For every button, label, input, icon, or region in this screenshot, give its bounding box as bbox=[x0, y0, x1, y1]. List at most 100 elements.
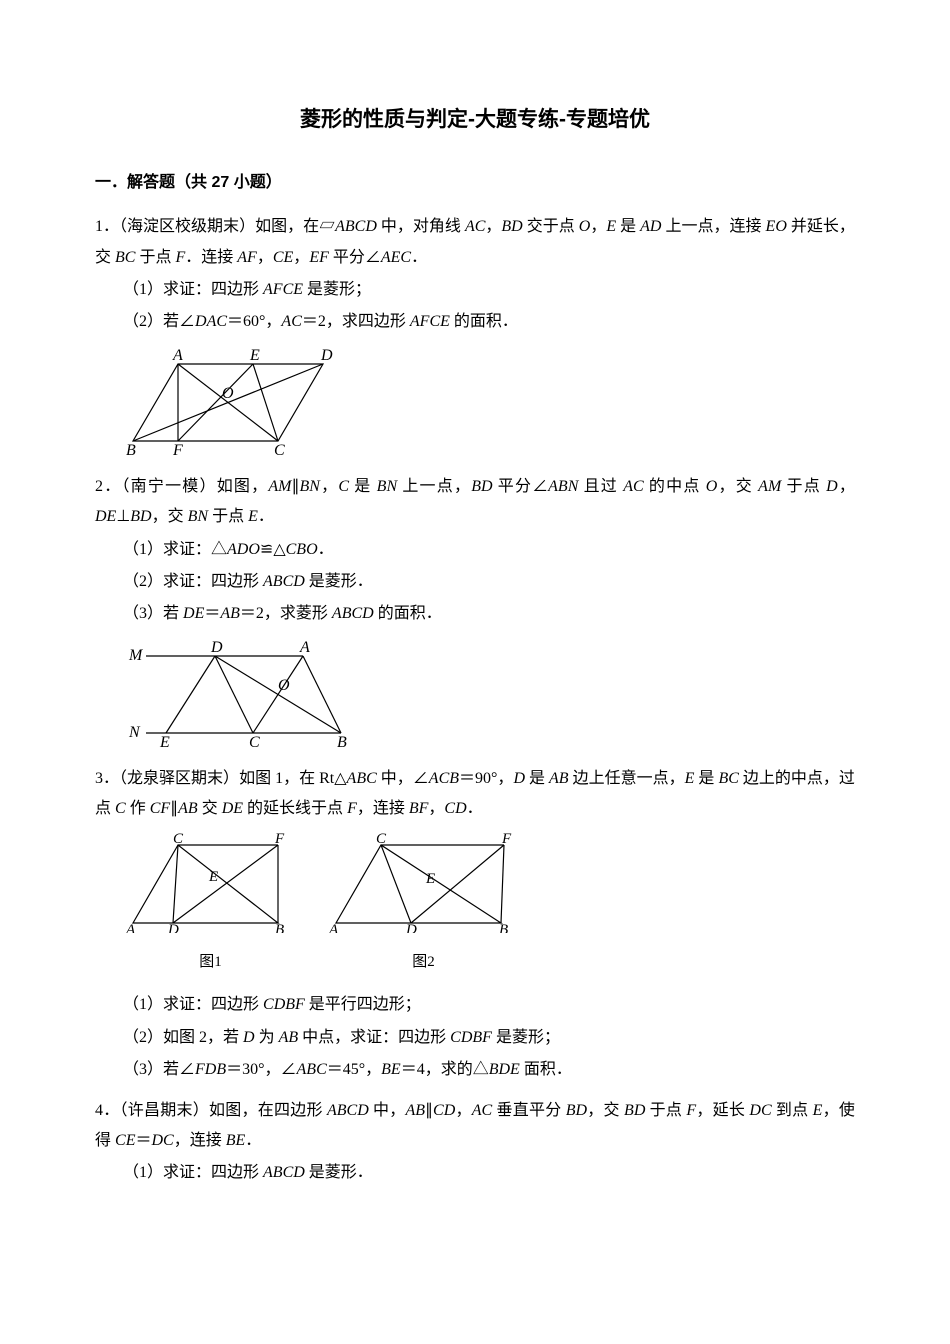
var: DE bbox=[222, 800, 243, 817]
svg-text:A: A bbox=[125, 922, 136, 933]
problem-number: 1． bbox=[95, 218, 119, 235]
t: ，连接 bbox=[357, 800, 409, 817]
t: 于点 bbox=[645, 1102, 686, 1119]
var: BD bbox=[501, 218, 522, 235]
problem-number: 4． bbox=[95, 1102, 120, 1119]
svg-text:B: B bbox=[275, 922, 284, 933]
var: BN bbox=[377, 478, 397, 495]
t: 是菱形． bbox=[305, 1164, 373, 1181]
var: AB bbox=[220, 605, 240, 622]
var: D bbox=[243, 1029, 255, 1046]
var: BC bbox=[115, 249, 135, 266]
var: E bbox=[685, 770, 695, 787]
problem-context: （海淀区校级期末） bbox=[119, 218, 255, 235]
var: AEC bbox=[381, 249, 411, 266]
t: 面积． bbox=[520, 1061, 572, 1078]
problem-3-stem: 3．（龙泉驿区期末）如图 1，在 Rt△ABC 中，∠ACB＝90°，D 是 A… bbox=[95, 764, 855, 825]
svg-text:O: O bbox=[278, 677, 290, 694]
problem-4: 4．（许昌期末）如图，在四边形 ABCD 中，AB∥CD，AC 垂直平分 BD，… bbox=[95, 1096, 855, 1189]
t: （2）若∠ bbox=[123, 313, 195, 330]
t: 如图 1，在 Rt△ bbox=[239, 770, 346, 787]
t: 是平行四边形； bbox=[305, 996, 421, 1013]
problem-2-sub1: （1）求证：△ADO≌△CBO． bbox=[95, 535, 855, 565]
var: AB bbox=[279, 1029, 299, 1046]
t: （1）求证：△ bbox=[123, 541, 227, 558]
problem-2: 2．（南宁一模）如图，AM∥BN，C 是 BN 上一点，BD 平分∠ABN 且过… bbox=[95, 472, 855, 750]
t: （1）求证：四边形 bbox=[123, 996, 263, 1013]
var: AF bbox=[237, 249, 257, 266]
t: 是 bbox=[349, 478, 377, 495]
var: CE bbox=[273, 249, 293, 266]
var: EO bbox=[766, 218, 787, 235]
var: AC bbox=[623, 478, 643, 495]
var: AC bbox=[281, 313, 301, 330]
t: （1）求证：四边形 bbox=[123, 1164, 263, 1181]
var: FDB bbox=[195, 1061, 226, 1078]
var: CD bbox=[444, 800, 466, 817]
t: 垂直平分 bbox=[492, 1102, 565, 1119]
var: CE bbox=[115, 1132, 135, 1149]
var: DAC bbox=[195, 313, 227, 330]
section-header: 一．解答题（共 27 小题） bbox=[95, 168, 855, 198]
t: 是菱形； bbox=[303, 281, 371, 298]
var: BC bbox=[718, 770, 738, 787]
var: ADO bbox=[227, 541, 260, 558]
var: AD bbox=[640, 218, 661, 235]
var: ABCD bbox=[335, 218, 377, 235]
problem-2-sub2: （2）求证：四边形 ABCD 是菱形． bbox=[95, 567, 855, 597]
t: ⊥ bbox=[116, 508, 130, 525]
problem-3-figures: C F A D B E 图1 C bbox=[123, 833, 855, 977]
t: 为 bbox=[255, 1029, 279, 1046]
t: ＝4，求的△ bbox=[401, 1061, 489, 1078]
var: AC bbox=[472, 1102, 492, 1119]
var: BDE bbox=[489, 1061, 520, 1078]
t: 交于点 bbox=[523, 218, 579, 235]
t: （3）若 bbox=[123, 605, 183, 622]
problem-3-sub3: （3）若∠FDB＝30°，∠ABC＝45°，BE＝4，求的△BDE 面积． bbox=[95, 1055, 855, 1085]
t: 边上任意一点， bbox=[569, 770, 685, 787]
t: 的面积． bbox=[450, 313, 518, 330]
svg-text:C: C bbox=[173, 833, 184, 847]
problem-1-sub2: （2）若∠DAC＝60°，AC＝2，求四边形 AFCE 的面积． bbox=[95, 307, 855, 337]
var: EF bbox=[309, 249, 329, 266]
svg-text:E: E bbox=[249, 347, 260, 364]
var: BN bbox=[299, 478, 319, 495]
var: DE bbox=[95, 508, 116, 525]
problem-3-figure-1: C F A D B E 图1 bbox=[123, 833, 298, 977]
var: CD bbox=[433, 1102, 455, 1119]
t: 中， bbox=[369, 1102, 406, 1119]
t: ≌△ bbox=[260, 541, 286, 558]
t: ． bbox=[318, 541, 334, 558]
figure-label: 图1 bbox=[123, 948, 298, 977]
t: 是 bbox=[616, 218, 640, 235]
t: （2）如图 2，若 bbox=[123, 1029, 243, 1046]
t: ， bbox=[485, 218, 501, 235]
svg-text:A: A bbox=[299, 639, 310, 656]
var: DC bbox=[749, 1102, 771, 1119]
t: ，连接 bbox=[174, 1132, 226, 1149]
var: CBO bbox=[286, 541, 318, 558]
t: ＝ bbox=[204, 605, 220, 622]
var: CF bbox=[150, 800, 170, 817]
var: D bbox=[826, 478, 838, 495]
t: 是菱形； bbox=[492, 1029, 560, 1046]
t: ∥ bbox=[170, 800, 178, 817]
t: 如图，在▱ bbox=[255, 218, 335, 235]
t: 是 bbox=[525, 770, 549, 787]
t: 作 bbox=[126, 800, 150, 817]
t: ， bbox=[257, 249, 273, 266]
t: ，交 bbox=[152, 508, 188, 525]
svg-text:E: E bbox=[159, 734, 170, 750]
var: C bbox=[338, 478, 349, 495]
var: BD bbox=[130, 508, 151, 525]
problem-2-sub3: （3）若 DE＝AB＝2，求菱形 ABCD 的面积． bbox=[95, 599, 855, 629]
var: AB bbox=[178, 800, 198, 817]
var: ABC bbox=[297, 1061, 327, 1078]
svg-text:A: A bbox=[172, 347, 183, 364]
t: ＝45°， bbox=[327, 1061, 381, 1078]
svg-text:C: C bbox=[376, 833, 387, 847]
var: O bbox=[579, 218, 591, 235]
var: ABCD bbox=[263, 573, 305, 590]
var: AFCE bbox=[410, 313, 450, 330]
t: 是 bbox=[694, 770, 718, 787]
